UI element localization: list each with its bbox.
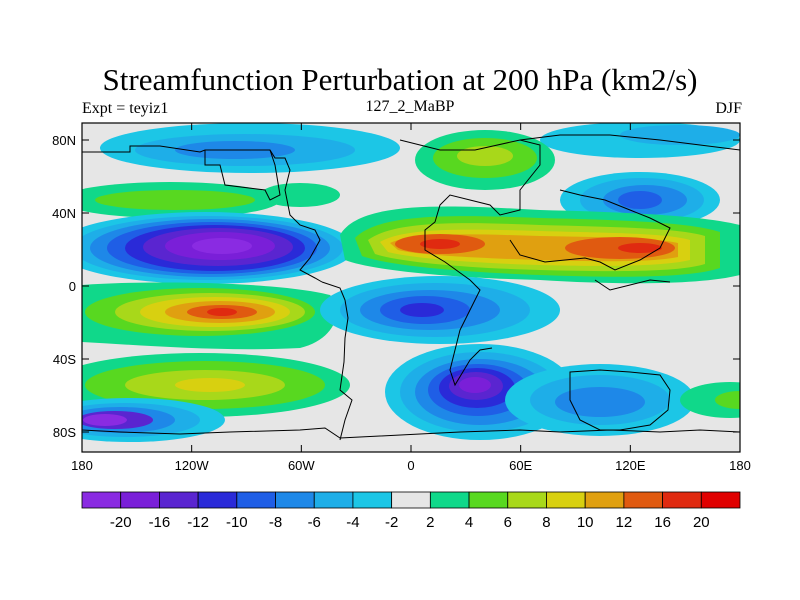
colorbar-swatch — [700, 491, 741, 509]
lon-tick-label: 120E — [615, 458, 646, 473]
colorbar: -20 -16 -12 -10 -8 -6 -4 -2 2 4 6 8 10 12 16 20 — [81, 491, 741, 531]
contour-field — [82, 123, 740, 442]
run-label: 127_2_MaBP — [365, 98, 455, 115]
chart-title: Streamfunction Perturbation at 200 hPa (… — [102, 62, 698, 97]
anomaly-nh-polar-west — [100, 123, 400, 173]
colorbar-label: -2 — [385, 514, 398, 531]
anomaly-nh-atlantic-positive — [82, 182, 340, 218]
lat-tick-label: 80S — [53, 425, 76, 440]
colorbar-label: 2 — [426, 514, 434, 531]
anomaly-nh-europe-positive — [415, 130, 555, 190]
anomaly-tropical-west-negative — [82, 212, 355, 284]
coastline-greenland — [204, 149, 281, 201]
colorbar-swatch — [120, 491, 160, 509]
lat-tick-label: 80N — [52, 133, 76, 148]
lon-tick-label: 0 — [407, 458, 414, 473]
colorbar-swatch — [584, 491, 625, 509]
lon-tick-label: 120W — [175, 458, 210, 473]
colorbar-swatch — [352, 491, 393, 509]
coastline-north-america — [82, 145, 323, 283]
lon-tick-label: 180 — [729, 458, 751, 473]
colorbar-swatch — [197, 491, 238, 509]
lat-tick-label: 40S — [53, 352, 76, 367]
coastline-australia — [569, 369, 671, 431]
axis-ticks: 80N 40N 0 40S 80S 180 120W 60W 0 60E 120E 180 — [52, 123, 751, 473]
colorbar-swatch — [275, 491, 315, 509]
season-label: DJF — [715, 100, 742, 117]
colorbar-label: 4 — [465, 514, 473, 531]
colorbar-swatch — [468, 491, 509, 509]
anomaly-sh-australia-negative — [505, 364, 695, 436]
coastline-asia — [509, 134, 740, 271]
lat-tick-label: 40N — [52, 206, 76, 221]
coastlines — [82, 134, 740, 441]
colorbar-label: -12 — [187, 514, 209, 531]
colorbar-label: -4 — [346, 514, 359, 531]
colorbar-swatch — [546, 491, 586, 509]
coastline-southeast-asia — [594, 279, 671, 291]
colorbar-swatch — [507, 491, 547, 509]
experiment-label: Expt = teyiz1 — [82, 100, 169, 117]
colorbar-label: 20 — [693, 514, 710, 531]
colorbar-label: 6 — [504, 514, 512, 531]
colorbar-swatch — [391, 491, 431, 509]
colorbar-swatch — [81, 491, 122, 509]
colorbar-swatch — [662, 491, 702, 509]
colorbar-swatch — [236, 491, 276, 509]
coastline-europe-africa — [399, 139, 541, 387]
colorbar-swatch — [429, 491, 470, 509]
lat-tick-label: 0 — [69, 279, 76, 294]
anomaly-sh-midlat-west-positive — [82, 353, 350, 417]
colorbar-swatch — [623, 491, 663, 509]
coastline-antarctica — [82, 427, 740, 439]
colorbar-label: 12 — [616, 514, 633, 531]
colorbar-label: -8 — [269, 514, 282, 531]
anomaly-sh-pacific-positive — [82, 282, 337, 350]
anomaly-sh-southern-west-negative — [82, 398, 225, 442]
anomaly-nh-polar-east — [540, 123, 740, 158]
colorbar-label: -6 — [308, 514, 321, 531]
anomaly-tropical-east-positive — [340, 206, 740, 284]
lon-tick-label: 180 — [71, 458, 93, 473]
colorbar-swatch — [159, 491, 199, 509]
colorbar-label: 16 — [654, 514, 671, 531]
colorbar-label: -20 — [110, 514, 132, 531]
colorbar-label: 8 — [542, 514, 550, 531]
anomaly-sh-far-east-positive — [680, 382, 740, 418]
colorbar-label: 10 — [577, 514, 594, 531]
lon-tick-label: 60E — [509, 458, 532, 473]
colorbar-label: -16 — [149, 514, 171, 531]
colorbar-label: -10 — [226, 514, 248, 531]
colorbar-swatch — [313, 491, 354, 509]
coastline-south-america — [321, 281, 353, 441]
anomaly-sh-atlantic-negative — [320, 276, 560, 344]
lon-tick-label: 60W — [288, 458, 315, 473]
